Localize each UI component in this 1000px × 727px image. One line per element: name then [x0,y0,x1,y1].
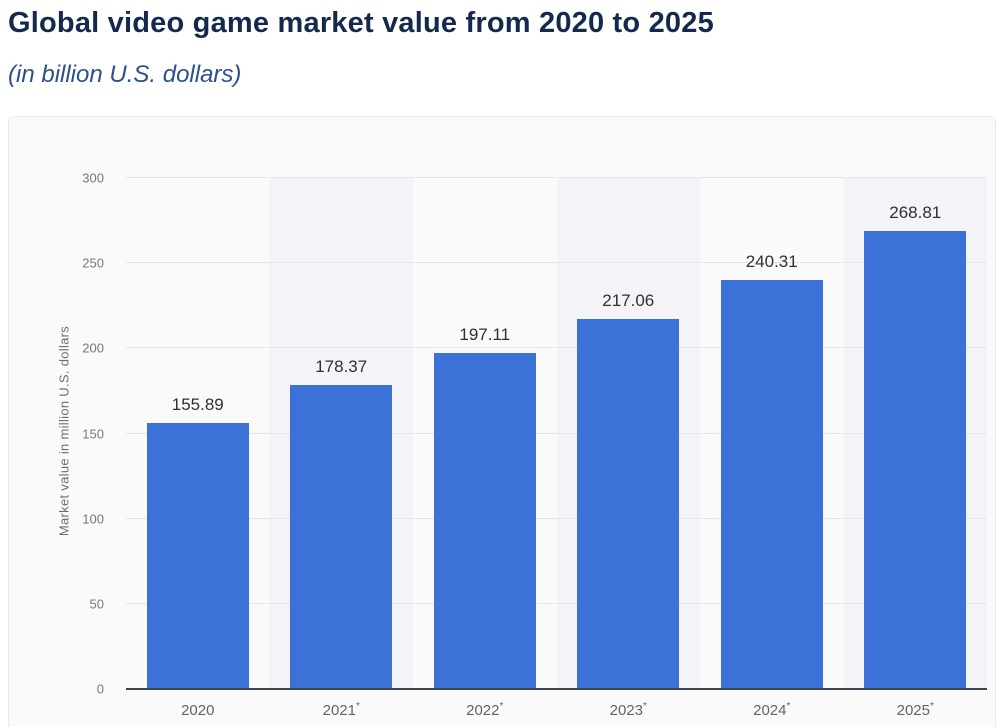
gridline [126,177,987,178]
gridline [126,347,987,349]
bar-column: 155.89 [126,178,269,689]
gridline [126,602,987,604]
page-subtitle: (in billion U.S. dollars) [8,61,242,88]
bar-column: 197.11 [413,178,556,689]
x-tick-label: 2023* [609,701,647,720]
y-tick-label: 100 [82,511,104,527]
gridline [126,262,987,264]
bar-2025[interactable] [864,231,967,689]
y-tick-label: 250 [82,255,104,271]
y-tick-label: 300 [82,170,104,186]
bar-column: 268.81 [844,178,987,689]
bar-2023[interactable] [577,319,680,689]
x-axis-line [126,688,987,690]
page-title: Global video game market value from 2020… [8,7,714,39]
x-tick-label: 2022* [466,701,504,720]
bar-2021[interactable] [290,385,393,689]
bar-value-label: 155.89 [171,395,224,415]
bar-value-label: 197.11 [459,325,511,345]
y-axis-tick-labels: 0 50 100 150 200 250 300 [9,172,114,696]
bar-2020[interactable] [146,423,249,689]
bar-value-label: 178.37 [315,357,368,377]
gridline [126,432,987,434]
y-tick-label: 50 [89,596,104,612]
plot-area: 155.89 178.37 197.11 217.06 240.31 268.81 [126,177,987,690]
x-tick-label: 2025* [896,701,934,720]
bar-column: 217.06 [557,178,700,689]
gridline [126,517,987,519]
x-tick-label: 2021* [322,701,360,720]
bar-2022[interactable] [433,353,536,689]
x-axis-labels: 2020 2021* 2022* 2023* 2024* 2025* [126,702,987,726]
bar-value-label: 240.31 [745,251,798,271]
bar-value-label: 217.06 [602,291,655,311]
y-tick-label: 150 [82,426,104,441]
bar-2024[interactable] [720,279,823,689]
y-tick-label: 200 [82,340,104,356]
x-tick-label: 2024* [753,701,791,720]
bar-column: 240.31 [700,178,843,689]
y-tick-label: 0 [96,681,104,697]
chart-card: Market value in million U.S. dollars 0 50… [8,116,996,727]
x-tick-label: 2020 [181,702,215,719]
bar-value-label: 268.81 [889,203,942,223]
bar-column: 178.37 [269,178,412,689]
